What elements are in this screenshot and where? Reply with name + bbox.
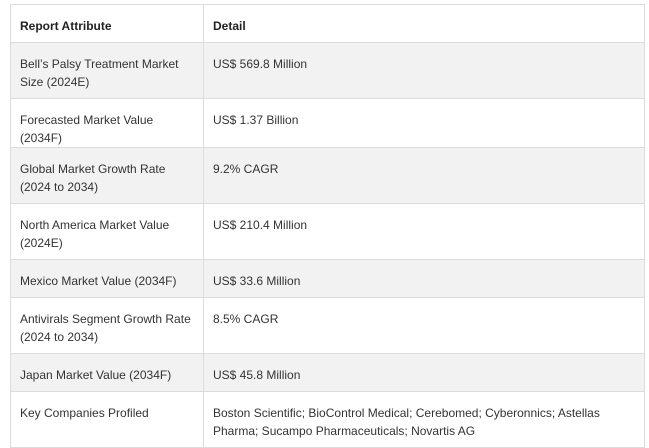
table-header-row: Report Attribute Detail <box>10 4 645 43</box>
report-attribute-table: Report Attribute Detail Bell’s Palsy Tre… <box>10 4 645 448</box>
row-attribute: North America Market Value (2024E) <box>10 203 204 260</box>
table-row: Antivirals Segment Growth Rate (2024 to … <box>10 297 645 354</box>
row-attribute: Antivirals Segment Growth Rate (2024 to … <box>10 297 204 354</box>
row-attribute: Forecasted Market Value (2034F) <box>10 98 204 148</box>
row-detail: Boston Scientific; BioControl Medical; C… <box>203 391 645 448</box>
report-table-container: Report Attribute Detail Bell’s Palsy Tre… <box>10 4 645 448</box>
table-row: North America Market Value (2024E) US$ 2… <box>10 203 645 260</box>
table-row: Global Market Growth Rate (2024 to 2034)… <box>10 147 645 204</box>
row-attribute: Key Companies Profiled <box>10 391 204 448</box>
row-detail: US$ 1.37 Billion <box>203 98 645 148</box>
row-detail: US$ 33.6 Million <box>203 259 645 298</box>
row-detail: 8.5% CAGR <box>203 297 645 354</box>
row-attribute: Mexico Market Value (2034F) <box>10 259 204 298</box>
table-row: Japan Market Value (2034F) US$ 45.8 Mill… <box>10 353 645 392</box>
header-report-attribute: Report Attribute <box>10 4 204 43</box>
row-attribute: Global Market Growth Rate (2024 to 2034) <box>10 147 204 204</box>
table-row: Mexico Market Value (2034F) US$ 33.6 Mil… <box>10 259 645 298</box>
table-row: Key Companies Profiled Boston Scientific… <box>10 391 645 448</box>
row-attribute: Japan Market Value (2034F) <box>10 353 204 392</box>
row-attribute: Bell’s Palsy Treatment Market Size (2024… <box>10 42 204 99</box>
table-row: Bell’s Palsy Treatment Market Size (2024… <box>10 42 645 99</box>
row-detail: US$ 569.8 Million <box>203 42 645 99</box>
row-detail: US$ 210.4 Million <box>203 203 645 260</box>
table-row: Forecasted Market Value (2034F) US$ 1.37… <box>10 98 645 148</box>
header-detail: Detail <box>203 4 645 43</box>
row-detail: 9.2% CAGR <box>203 147 645 204</box>
row-detail: US$ 45.8 Million <box>203 353 645 392</box>
